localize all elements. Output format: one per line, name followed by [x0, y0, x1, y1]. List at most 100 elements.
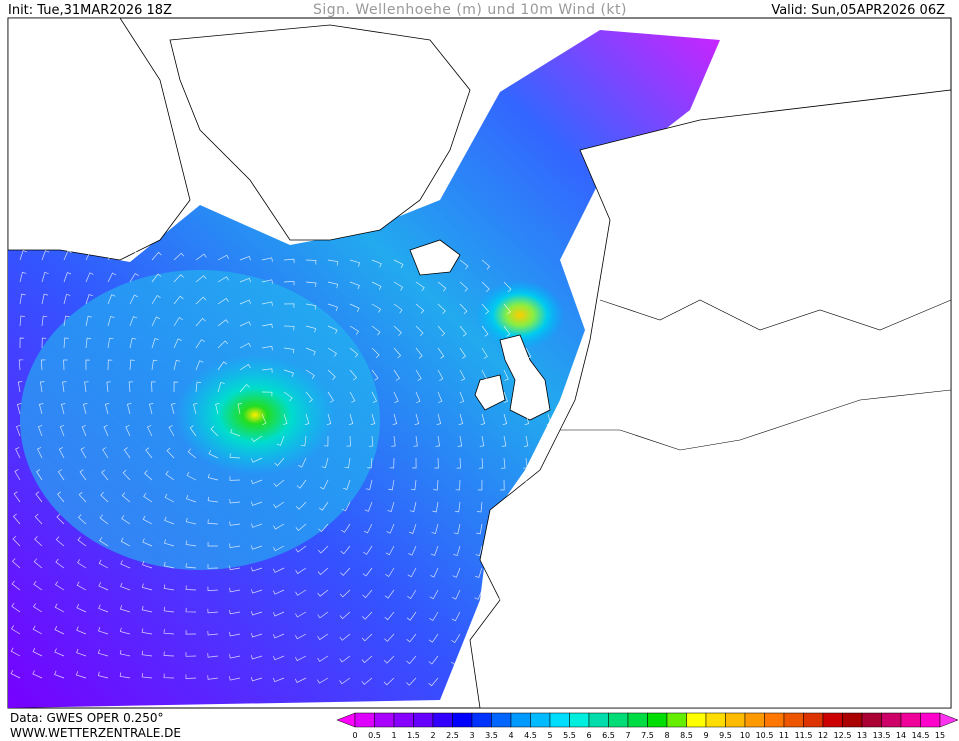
wind-barb [119, 649, 131, 657]
wind-barb [237, 403, 242, 415]
colorbar-cell [491, 712, 512, 728]
wind-barb [239, 321, 252, 327]
wind-barb [305, 347, 316, 356]
colorbar-cell [725, 712, 746, 728]
wind-barb [98, 626, 109, 635]
wind-barb [385, 545, 395, 556]
wind-barb [17, 381, 23, 393]
colorbar-cell [900, 712, 921, 728]
colorbar-cell [783, 712, 804, 728]
wind-barb [283, 391, 293, 402]
wind-barb [37, 425, 43, 437]
wind-barb [525, 369, 531, 382]
wind-barb [229, 654, 241, 659]
wind-barb [195, 381, 202, 393]
wind-barb [459, 347, 466, 359]
wind-barb [273, 501, 285, 509]
wind-barb [298, 457, 307, 468]
wind-barb [34, 536, 43, 547]
wind-barb [261, 368, 273, 373]
wind-barb [415, 369, 422, 381]
wind-barb [261, 345, 273, 351]
wind-barb [391, 435, 396, 447]
wind-barb [251, 633, 263, 638]
wind-barb [79, 469, 87, 481]
colorbar-cell [803, 712, 824, 728]
colorbar-label: 9.5 [719, 731, 732, 740]
wind-barb [41, 315, 48, 327]
wind-barb [121, 514, 131, 525]
wind-barb [361, 633, 373, 642]
wind-barb [431, 523, 439, 535]
colorbar-label: 10.5 [756, 731, 774, 740]
colorbar-arrow [336, 712, 356, 728]
wind-barb [16, 403, 22, 415]
wind-barb [349, 369, 358, 381]
wind-barb [163, 584, 175, 591]
wind-barb [186, 494, 197, 503]
wind-barb [57, 491, 65, 503]
wind-barb [54, 625, 65, 635]
map-title: Sign. Wellenhoehe (m) und 10m Wind (kt) [313, 2, 627, 18]
wind-barb [103, 424, 109, 437]
colorbar-label: 0 [352, 731, 357, 740]
wind-barb [408, 545, 417, 556]
wind-barb [168, 425, 175, 437]
wind-barb [239, 299, 252, 305]
wind-barb [107, 272, 117, 283]
wind-barb [41, 359, 46, 371]
wind-barb [164, 516, 175, 525]
wind-barb [163, 539, 175, 547]
wind-barb [55, 558, 65, 569]
wind-barb [317, 655, 329, 662]
wind-barb [250, 479, 263, 485]
wind-barb [361, 655, 373, 664]
colorbar-label: 4 [508, 731, 513, 740]
wind-barb [85, 272, 94, 283]
wind-barb [435, 435, 441, 447]
land-greenland [169, 24, 471, 241]
colorbar-cell [705, 712, 726, 728]
wind-barb [327, 281, 339, 289]
wind-barb [476, 501, 483, 513]
wind-barb [393, 259, 404, 269]
wind-barb [129, 273, 139, 283]
wind-barb [476, 523, 483, 535]
colorbar-label: 6 [586, 731, 591, 740]
wind-barb [251, 611, 263, 616]
wind-barb [349, 325, 359, 335]
wind-barb [432, 501, 439, 513]
wind-barb [272, 567, 285, 573]
wind-barb [187, 448, 197, 459]
wind-barb [388, 479, 395, 491]
wind-barb [327, 347, 337, 357]
wind-barb [261, 391, 273, 397]
wind-barb [481, 347, 488, 359]
wind-barb [217, 319, 229, 327]
wind-barb [60, 403, 66, 415]
valid-time: Valid: Sun,05APR2026 06Z [771, 3, 945, 18]
wind-barb [415, 347, 423, 359]
wind-barb [410, 479, 417, 491]
colorbar-label: 13 [857, 731, 867, 740]
wind-barb [41, 271, 49, 283]
wind-barb [430, 545, 439, 556]
wind-barb [210, 425, 219, 437]
colorbar-label: 6.5 [602, 731, 615, 740]
wind-barb [408, 523, 417, 534]
wind-barb [349, 347, 359, 358]
colorbar-label: 7 [625, 731, 630, 740]
wind-barb [151, 273, 162, 283]
wind-barb [283, 413, 288, 425]
wind-barb [33, 558, 43, 569]
wind-barb [129, 337, 137, 349]
wind-barb [16, 424, 21, 437]
wind-barb [546, 435, 551, 447]
colorbar-cell [920, 712, 941, 728]
wind-barbs [10, 250, 552, 687]
wind-barb [503, 281, 512, 293]
wind-barb [317, 567, 329, 576]
wind-barb [474, 567, 483, 578]
wind-barb [106, 381, 111, 393]
wind-barb [455, 479, 461, 491]
